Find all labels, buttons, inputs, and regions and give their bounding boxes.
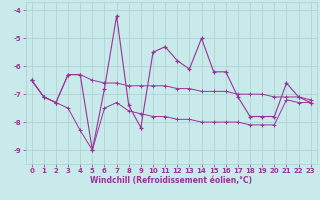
X-axis label: Windchill (Refroidissement éolien,°C): Windchill (Refroidissement éolien,°C) xyxy=(90,176,252,185)
